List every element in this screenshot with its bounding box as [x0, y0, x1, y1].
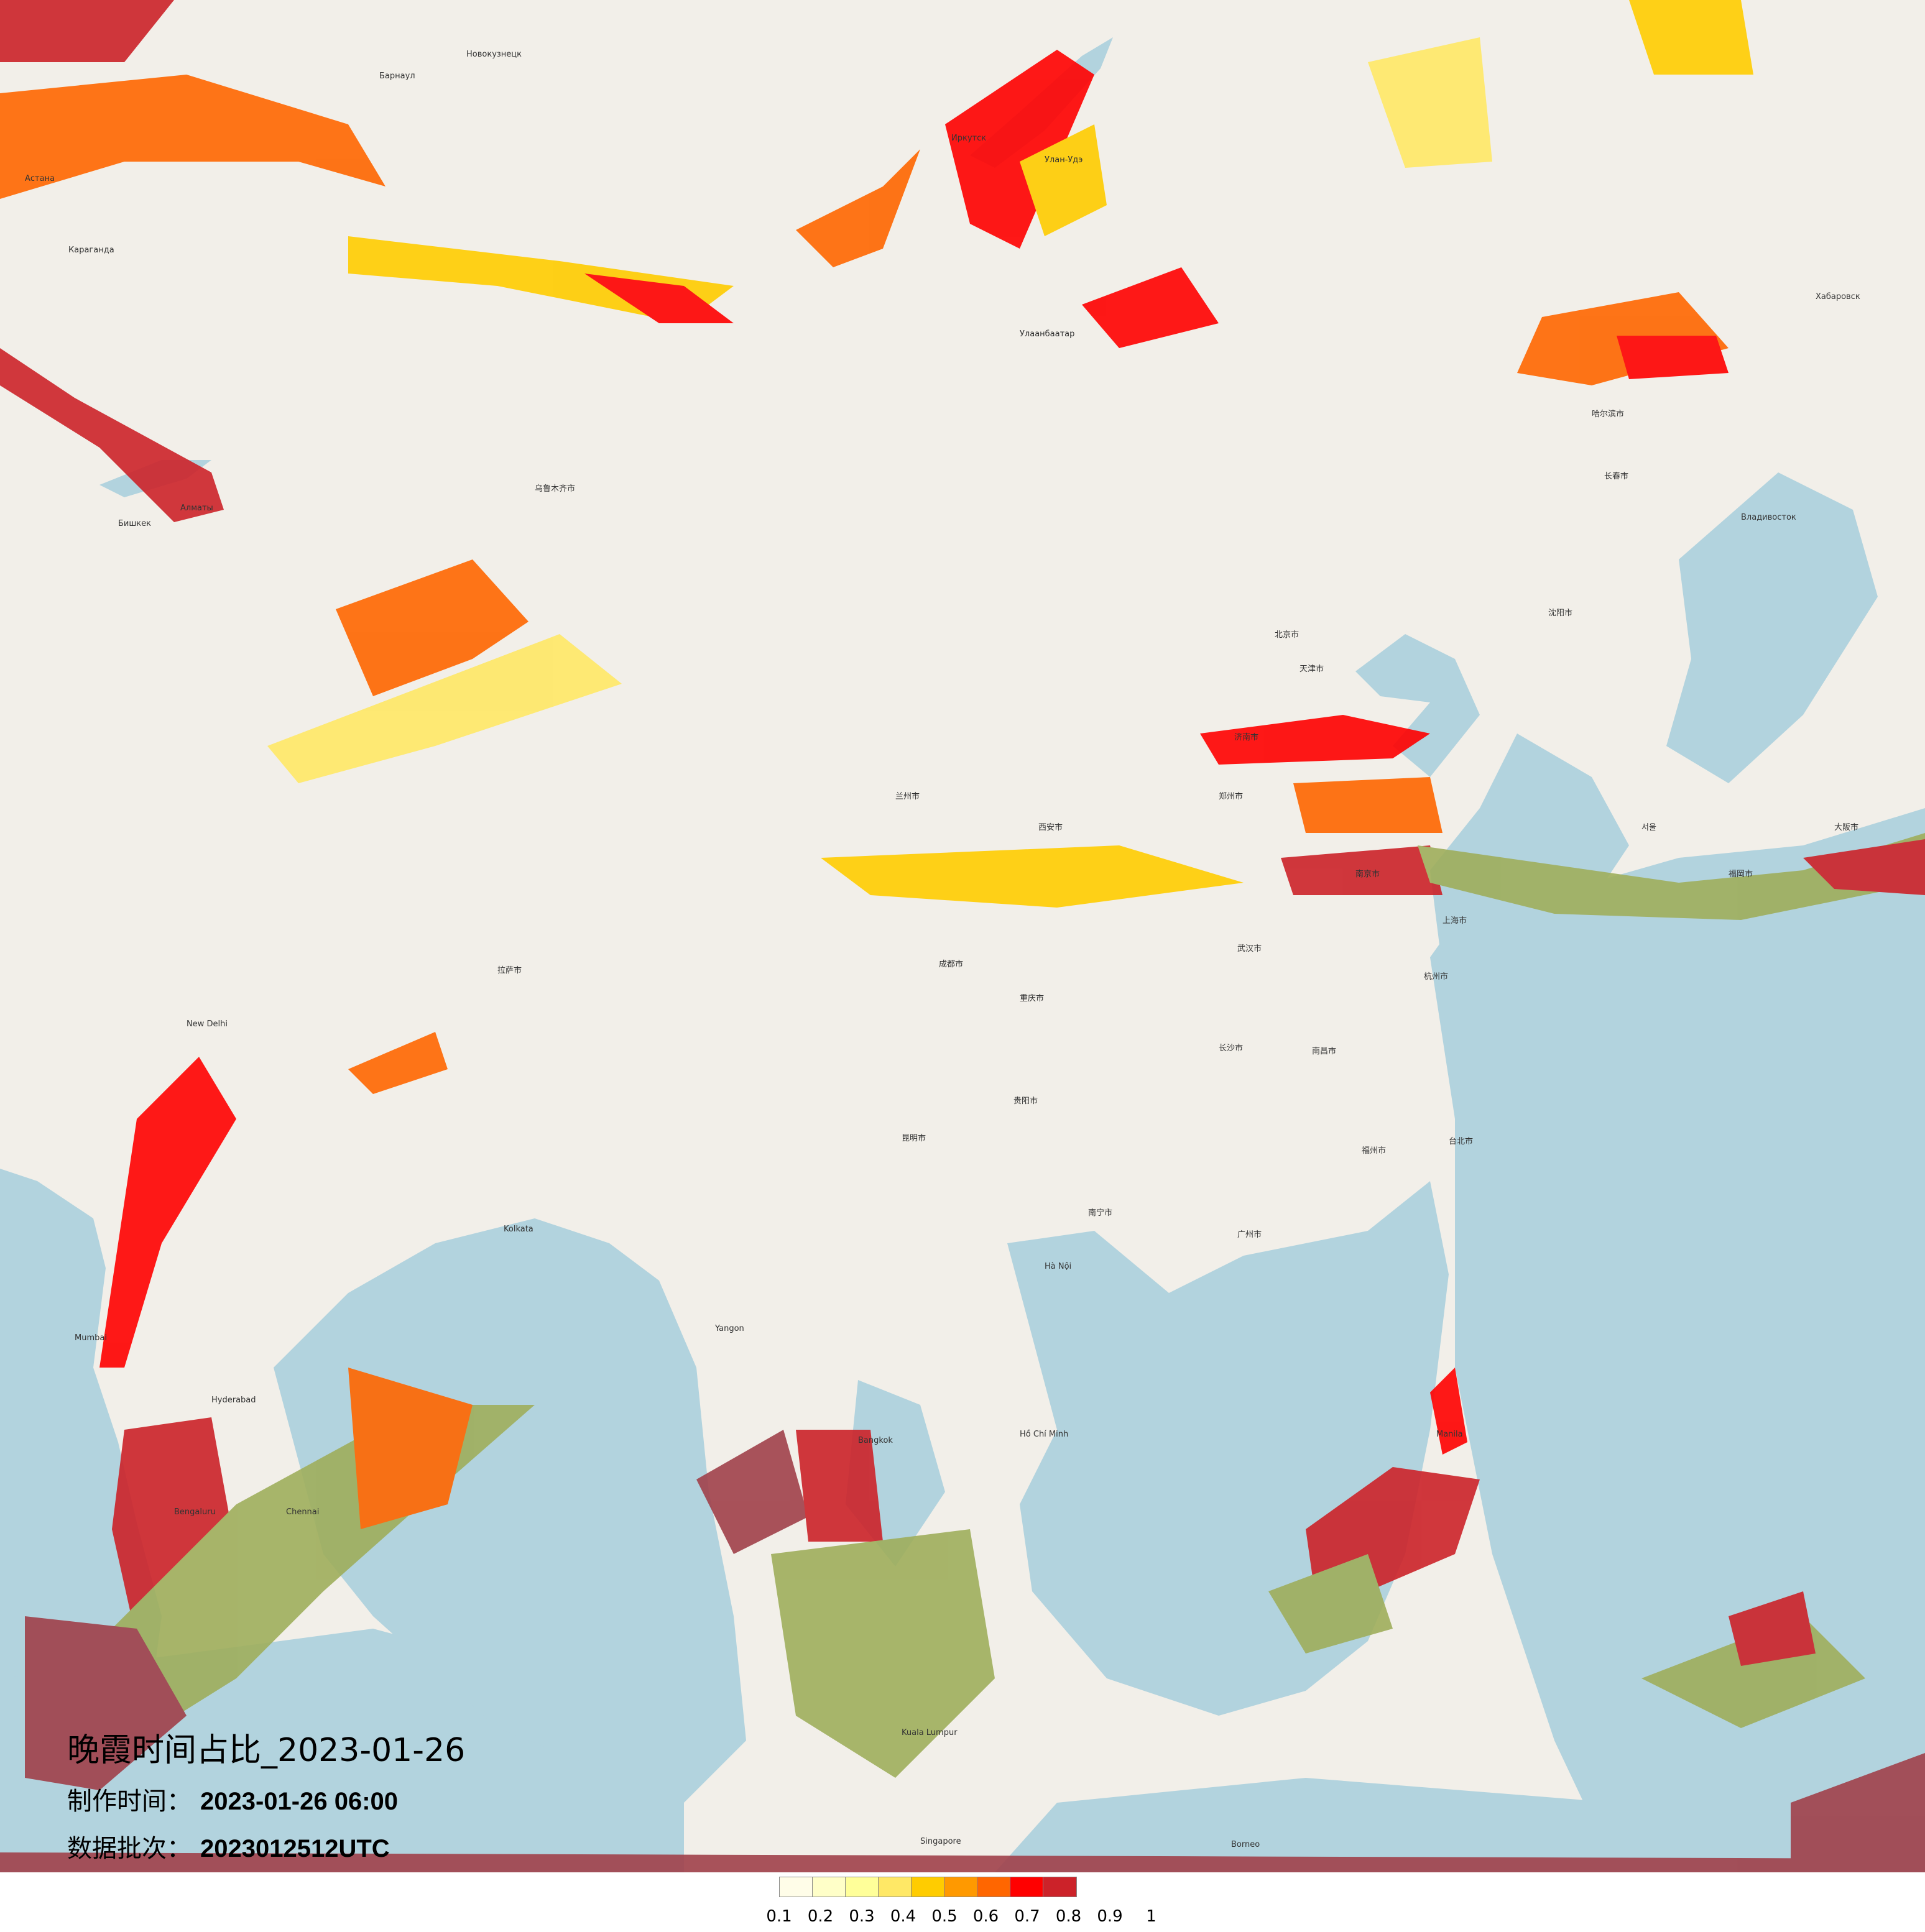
- place-label: Hyderabad: [211, 1396, 256, 1405]
- sunset-ratio-map[interactable]: Новокузнецк Барнаул Астана Караганда Алматы Б…: [0, 0, 1925, 1872]
- arabian-sea: [0, 1169, 162, 1741]
- place-label: Borneo: [1231, 1840, 1260, 1849]
- place-label: Hồ Chí Minh: [1020, 1430, 1069, 1439]
- east-china-sea: [1430, 734, 1629, 970]
- place-label: 重庆市: [1020, 994, 1045, 1003]
- color-legend: [779, 1877, 1077, 1897]
- place-label: 福州市: [1362, 1146, 1387, 1156]
- legend-label: 1: [1146, 1907, 1156, 1926]
- place-label: Manila: [1436, 1430, 1463, 1439]
- place-label: 成都市: [939, 960, 964, 969]
- water-bodies: [0, 37, 1925, 1872]
- place-label: 长春市: [1604, 472, 1629, 481]
- place-label: Bengaluru: [174, 1507, 216, 1517]
- place-label: 拉萨市: [497, 966, 522, 975]
- place-label: 郑州市: [1219, 792, 1244, 801]
- batch-value: 2023012512UTC: [200, 1835, 390, 1862]
- made-time-label: 制作时间：: [67, 1787, 192, 1816]
- data-batch: 数据批次： 2023012512UTC: [67, 1836, 465, 1861]
- place-label: Иркутск: [951, 134, 987, 143]
- place-label: Bangkok: [858, 1436, 893, 1445]
- place-label: 上海市: [1443, 916, 1467, 926]
- map-caption: 晚霞时间占比_2023-01-26 制作时间： 2023-01-26 06:00 …: [67, 1734, 465, 1861]
- legend-label: 0.3: [849, 1907, 875, 1926]
- place-label: Новокузнецк: [466, 50, 522, 59]
- place-label: Владивосток: [1741, 513, 1796, 522]
- made-time-value: 2023-01-26 06:00: [200, 1788, 399, 1815]
- place-label: Singapore: [920, 1837, 961, 1846]
- yellow-sea: [1355, 634, 1480, 777]
- place-label: 南昌市: [1312, 1047, 1337, 1056]
- batch-label: 数据批次：: [67, 1834, 192, 1863]
- made-time: 制作时间： 2023-01-26 06:00: [67, 1789, 465, 1814]
- place-label: 北京市: [1275, 630, 1299, 640]
- map-layers: [0, 0, 1925, 1872]
- pacific-ocean: [1430, 808, 1925, 1872]
- legend-swatch: [944, 1877, 977, 1897]
- place-label: Бишкек: [118, 519, 151, 528]
- legend-label: 0.5: [931, 1907, 958, 1926]
- place-label: 杭州市: [1424, 972, 1449, 982]
- place-label: 哈尔滨市: [1592, 410, 1625, 419]
- legend-swatch: [1043, 1877, 1076, 1897]
- legend-swatch: [813, 1877, 846, 1897]
- legend-swatch: [1010, 1877, 1043, 1897]
- bay-of-bengal: [274, 1218, 746, 1803]
- place-label: 南宁市: [1088, 1208, 1113, 1218]
- place-label: Yangon: [715, 1324, 744, 1333]
- place-label: 兰州市: [895, 792, 920, 801]
- place-label: 长沙市: [1219, 1044, 1244, 1053]
- map-title: 晚霞时间占比_2023-01-26: [67, 1732, 466, 1769]
- place-label: 福岡市: [1729, 870, 1753, 879]
- place-label: Улан-Удэ: [1045, 155, 1083, 165]
- place-label: Kuala Lumpur: [902, 1728, 958, 1737]
- place-label: 南京市: [1355, 870, 1380, 879]
- place-label: 서울: [1641, 823, 1656, 832]
- place-label: Хабаровск: [1816, 292, 1860, 301]
- place-label: Улаанбаатар: [1020, 329, 1075, 339]
- legend-labels: 0.1 0.2 0.3 0.4 0.5 0.6 0.7 0.8 0.9 1: [766, 1907, 1169, 1926]
- place-label: 西安市: [1038, 823, 1063, 832]
- place-label: Барнаул: [379, 71, 415, 81]
- south-china-sea: [1007, 1181, 1449, 1716]
- legend-swatch: [912, 1877, 944, 1897]
- place-label: 台北市: [1449, 1137, 1474, 1146]
- legend-swatch: [977, 1877, 1010, 1897]
- place-label: 沈阳市: [1548, 609, 1573, 618]
- place-label: 昆明市: [902, 1134, 926, 1143]
- legend-label: 0.4: [890, 1907, 916, 1926]
- place-label: Алматы: [180, 504, 213, 513]
- sea-of-japan: [1666, 472, 1878, 783]
- place-label: 乌鲁木齐市: [535, 484, 576, 494]
- place-label: 济南市: [1234, 733, 1259, 742]
- legend-swatch: [846, 1877, 879, 1897]
- place-label: Kolkata: [504, 1225, 533, 1234]
- legend-label: 0.9: [1097, 1907, 1123, 1926]
- legend-swatch: [879, 1877, 912, 1897]
- place-label: Chennai: [286, 1507, 320, 1517]
- place-label: 武汉市: [1237, 944, 1262, 954]
- place-label: Астана: [25, 174, 55, 183]
- sunset-overlay: [0, 0, 1925, 1872]
- java-sea: [995, 1778, 1679, 1872]
- place-label: New Delhi: [187, 1019, 228, 1029]
- place-label: 天津市: [1299, 665, 1324, 674]
- place-label: 大阪市: [1834, 823, 1859, 832]
- legend-label: 0.6: [972, 1907, 999, 1926]
- place-label: Mumbai: [75, 1333, 107, 1343]
- legend-label: 0.1: [766, 1907, 792, 1926]
- place-label: Караганда: [68, 246, 114, 255]
- legend-swatch: [780, 1877, 813, 1897]
- legend-label: 0.8: [1055, 1907, 1082, 1926]
- legend-label: 0.7: [1014, 1907, 1040, 1926]
- place-label: 广州市: [1237, 1230, 1262, 1240]
- place-label: Hà Nội: [1045, 1262, 1072, 1271]
- legend-label: 0.2: [807, 1907, 834, 1926]
- place-label: 贵阳市: [1013, 1097, 1038, 1106]
